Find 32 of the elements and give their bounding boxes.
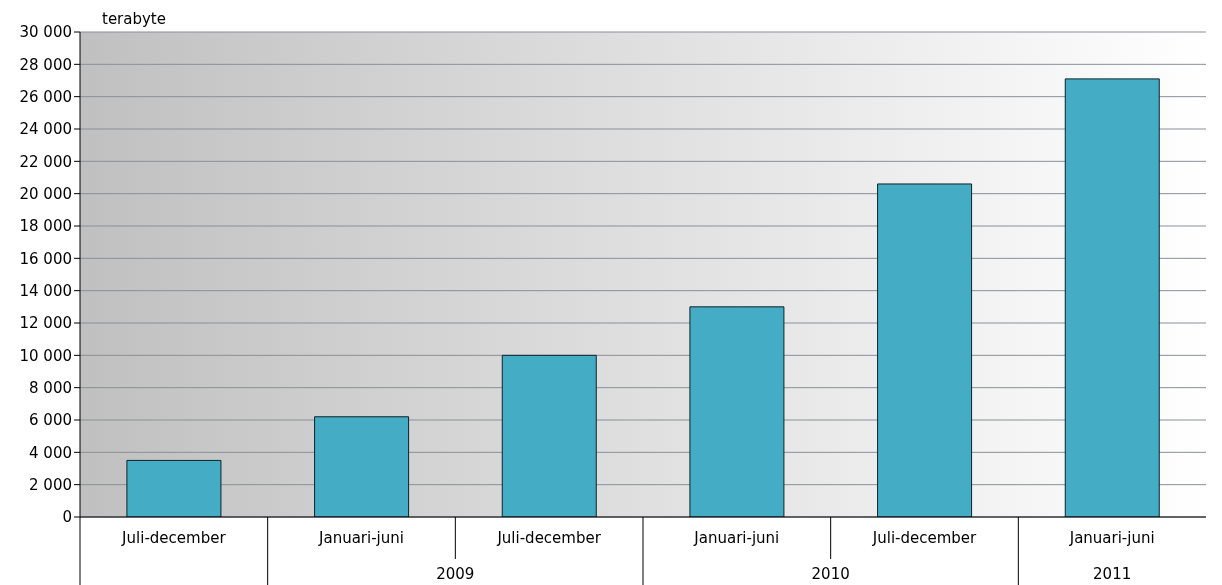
y-tick-label: 4 000 <box>29 443 72 462</box>
x-tick-label: Juli-december <box>121 529 227 547</box>
text: 2010 <box>811 565 850 583</box>
x-tick-label: Juli-december <box>496 529 602 547</box>
y-tick-label: 6 000 <box>29 411 72 430</box>
text: 2009 <box>436 565 475 583</box>
y-tick-label: 30 000 <box>19 23 72 42</box>
y-tick-label: 18 000 <box>19 217 72 236</box>
bar <box>501 354 597 517</box>
y-tick-label: 2 000 <box>29 475 72 494</box>
y-tick-label: 0 <box>62 508 72 527</box>
x-tick-label: Juli-december <box>871 529 978 547</box>
bar <box>126 459 222 517</box>
x-tick-label: Januari-juni <box>318 529 404 547</box>
y-tick-label: 28 000 <box>19 55 72 74</box>
x-tick-label: Januari-juni <box>693 529 780 547</box>
y-tick-label: 12 000 <box>19 314 72 333</box>
y-tick-label: 24 000 <box>19 120 72 139</box>
bar <box>314 416 410 517</box>
y-axis-title: terabyte <box>102 10 166 28</box>
y-tick-label: 14 000 <box>19 281 72 300</box>
x-tick-label: Januari-juni <box>1068 529 1155 547</box>
y-tick-label: 8 000 <box>29 378 72 397</box>
y-tick-label: 16 000 <box>19 249 72 268</box>
y-tick-label: 22 000 <box>19 152 72 171</box>
y-tick-label: 10 000 <box>19 346 72 365</box>
y-tick-label: 26 000 <box>19 87 72 106</box>
bar <box>877 183 973 517</box>
bar <box>689 306 785 517</box>
bar <box>1064 78 1160 517</box>
y-tick-label: 20 000 <box>19 184 72 203</box>
text: 2011 <box>1093 565 1132 583</box>
